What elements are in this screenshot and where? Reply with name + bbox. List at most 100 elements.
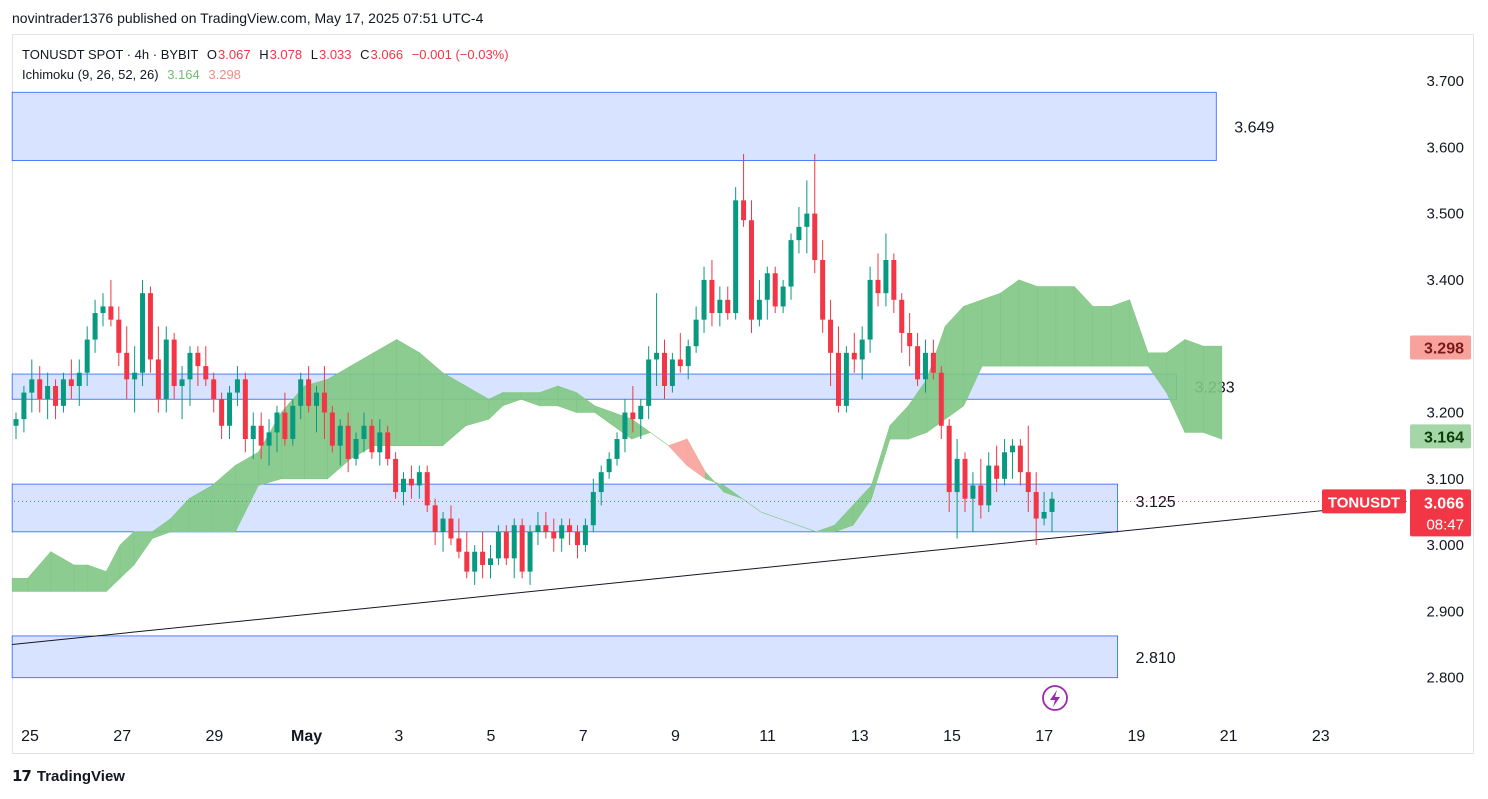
candle-body	[37, 379, 43, 400]
candle-body	[116, 319, 122, 353]
candle	[53, 379, 59, 420]
candle	[1041, 492, 1047, 526]
candle	[258, 412, 264, 459]
candle	[456, 518, 462, 559]
candle	[440, 511, 446, 552]
candle-body	[748, 220, 754, 320]
candle	[804, 180, 810, 254]
candle-body	[408, 478, 414, 486]
candle-body	[709, 279, 715, 314]
candle	[203, 346, 209, 386]
candle	[21, 385, 27, 433]
candle	[867, 266, 873, 353]
candle-body	[234, 379, 240, 393]
zone-box[interactable]	[11, 91, 1217, 161]
low-label: L	[310, 47, 318, 62]
candle-body	[954, 458, 960, 493]
price-tick: 3.600	[1426, 139, 1464, 156]
candle-body	[401, 478, 407, 493]
candle-body	[13, 419, 19, 426]
candle	[559, 518, 565, 552]
support-trendline	[12, 508, 1342, 646]
candle	[108, 279, 114, 327]
candle	[519, 518, 525, 579]
candle	[843, 346, 849, 413]
tradingview-logo[interactable]: 𝟭𝟳 TradingView	[12, 767, 125, 786]
cloud-segment	[520, 392, 540, 407]
last-price-tag	[1410, 489, 1471, 537]
candle	[677, 332, 683, 373]
candle-body	[329, 412, 335, 446]
lightning-icon[interactable]	[1042, 685, 1068, 711]
time-tick: 23	[1312, 728, 1330, 745]
candle-body	[598, 472, 604, 493]
candle-body	[68, 379, 74, 386]
candle-body	[155, 359, 161, 400]
candle	[242, 372, 248, 453]
cloud-segment	[50, 551, 75, 592]
candle	[337, 419, 343, 466]
candle-body	[472, 551, 478, 572]
candle	[13, 412, 19, 440]
candle	[314, 385, 320, 433]
indicator-label[interactable]: Ichimoku (9, 26, 52, 26)	[22, 67, 159, 82]
zone-box[interactable]	[11, 373, 1178, 400]
candle-body	[1049, 498, 1055, 512]
candle	[930, 339, 936, 380]
candle	[1002, 439, 1008, 486]
candle-body	[495, 531, 501, 559]
candle-body	[171, 339, 177, 386]
candle-body	[456, 538, 462, 552]
cloud-segment	[27, 550, 52, 592]
cloud-segment	[1000, 279, 1020, 367]
candle-body	[891, 260, 897, 300]
candle	[828, 299, 834, 386]
candle-body	[946, 425, 952, 493]
cloud-segment	[211, 464, 236, 533]
candle-body	[1025, 472, 1031, 493]
candle	[321, 366, 327, 440]
candle	[764, 266, 770, 320]
published-byline: novintrader1376 published on TradingView…	[12, 10, 484, 26]
candle-body	[725, 299, 731, 314]
candle-body	[211, 379, 217, 400]
chart-legend: TONUSDT SPOT · 4h · BYBIT O3.067 H3.078 …	[22, 45, 509, 85]
candle	[748, 200, 754, 333]
candle-body	[45, 385, 51, 400]
candle	[187, 346, 193, 406]
candle	[179, 366, 185, 420]
candle	[820, 240, 826, 333]
price-tick: 3.500	[1426, 206, 1464, 223]
candle-body	[76, 372, 82, 386]
candle	[495, 525, 501, 565]
time-tick: 25	[21, 728, 39, 745]
candle	[472, 545, 478, 585]
candle	[630, 385, 636, 433]
candle	[116, 306, 122, 367]
cloud-segment	[119, 531, 135, 579]
close-label: C	[360, 47, 370, 62]
candle-body	[266, 432, 272, 446]
candle-body	[535, 525, 541, 532]
candle-body	[242, 379, 248, 440]
candle	[298, 372, 304, 420]
time-tick: 5	[487, 728, 496, 745]
cloud-segment	[502, 392, 522, 407]
candle-body	[978, 485, 984, 506]
candle	[1025, 425, 1031, 512]
cloud-segment	[419, 352, 444, 446]
candle-body	[282, 412, 288, 440]
lightning-icon-bolt	[1050, 690, 1060, 707]
candle-body	[606, 458, 612, 473]
candle-body	[480, 551, 486, 565]
candle-body	[488, 558, 494, 565]
zone-box[interactable]	[11, 635, 1119, 679]
candle	[1017, 439, 1023, 486]
candle-body	[393, 458, 399, 493]
symbol-label[interactable]: TONUSDT SPOT · 4h · BYBIT	[22, 47, 199, 62]
indicator-value-lead-a: 3.164	[167, 67, 200, 82]
candle	[377, 419, 383, 466]
candle-body	[582, 525, 588, 546]
candle-body	[820, 260, 826, 320]
